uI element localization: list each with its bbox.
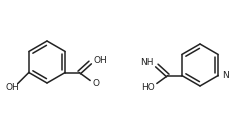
Text: OH: OH	[6, 83, 20, 92]
Text: NH: NH	[140, 58, 153, 67]
Text: OH: OH	[93, 56, 107, 65]
Text: O: O	[92, 79, 99, 88]
Text: N: N	[221, 71, 228, 80]
Text: HO: HO	[141, 83, 154, 92]
